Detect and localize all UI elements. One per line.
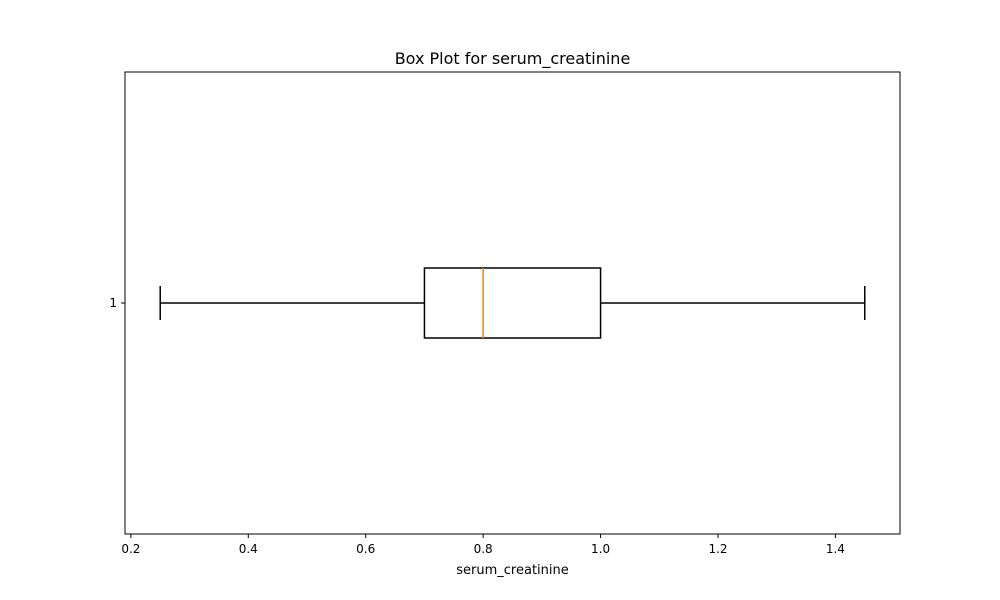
x-tick-label: 0.6 [356, 542, 375, 556]
iqr-box [423, 267, 602, 339]
x-tick-label: 0.8 [474, 542, 493, 556]
x-axis-ticks: 0.2 0.4 0.6 0.8 1.0 1.2 1.4 [121, 534, 845, 556]
y-tick-label: 1 [109, 296, 117, 310]
x-tick-label: 0.2 [121, 542, 140, 556]
box-group [159, 267, 866, 339]
x-tick-label: 1.2 [708, 542, 727, 556]
x-axis-label: serum_creatinine [456, 563, 569, 578]
y-axis-ticks: 1 [109, 296, 125, 310]
x-tick-label: 0.4 [239, 542, 258, 556]
chart-title: Box Plot for serum_creatinine [395, 49, 631, 69]
x-tick-label: 1.0 [591, 542, 610, 556]
x-tick-label: 1.4 [826, 542, 845, 556]
